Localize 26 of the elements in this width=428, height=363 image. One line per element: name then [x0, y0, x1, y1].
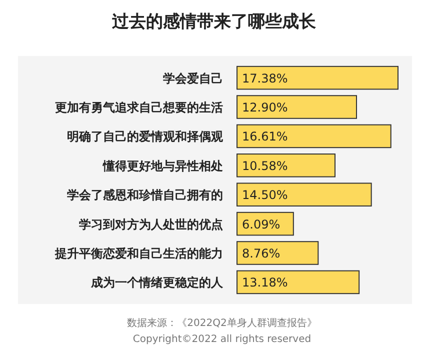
data-label: 17.38% — [242, 71, 288, 86]
data-label: 13.18% — [242, 276, 288, 290]
y-tick-label: 明确了自己的爱情观和择偶观 — [67, 130, 224, 144]
y-tick-label: 更加有勇气追求自己想要的生活 — [55, 100, 223, 115]
data-label: 6.09% — [242, 217, 280, 232]
y-tick-label: 学会了感恩和珍惜自己拥有的 — [67, 188, 223, 202]
bar — [236, 95, 357, 119]
data-label: 16.61% — [242, 130, 288, 144]
data-label: 12.90% — [242, 100, 288, 115]
bar — [236, 124, 392, 148]
y-tick-label: 成为一个情绪更稳定的人 — [90, 276, 224, 290]
y-tick-label: 提升平衡恋爱和自己生活的能力 — [54, 246, 223, 260]
bar — [236, 66, 398, 90]
data-label: 10.58% — [242, 158, 288, 173]
source-note: 数据来源：《2022Q2单身人群调查报告》 — [127, 317, 317, 329]
bar — [236, 241, 319, 265]
bar — [236, 270, 360, 294]
y-tick-label: 懂得更好地与异性相处 — [102, 158, 223, 173]
bar — [236, 154, 336, 178]
y-tick-label: 学会爱自己 — [163, 71, 223, 86]
text: Copyright©2022 all rights reserved — [132, 334, 312, 345]
data-label: 14.50% — [242, 188, 288, 202]
data-label: 8.76% — [242, 246, 280, 260]
bar — [236, 182, 372, 206]
chart-title: 过去的感情带来了哪些成长 — [111, 12, 317, 32]
y-tick-label: 学习到对方为人处世的优点 — [79, 217, 223, 232]
